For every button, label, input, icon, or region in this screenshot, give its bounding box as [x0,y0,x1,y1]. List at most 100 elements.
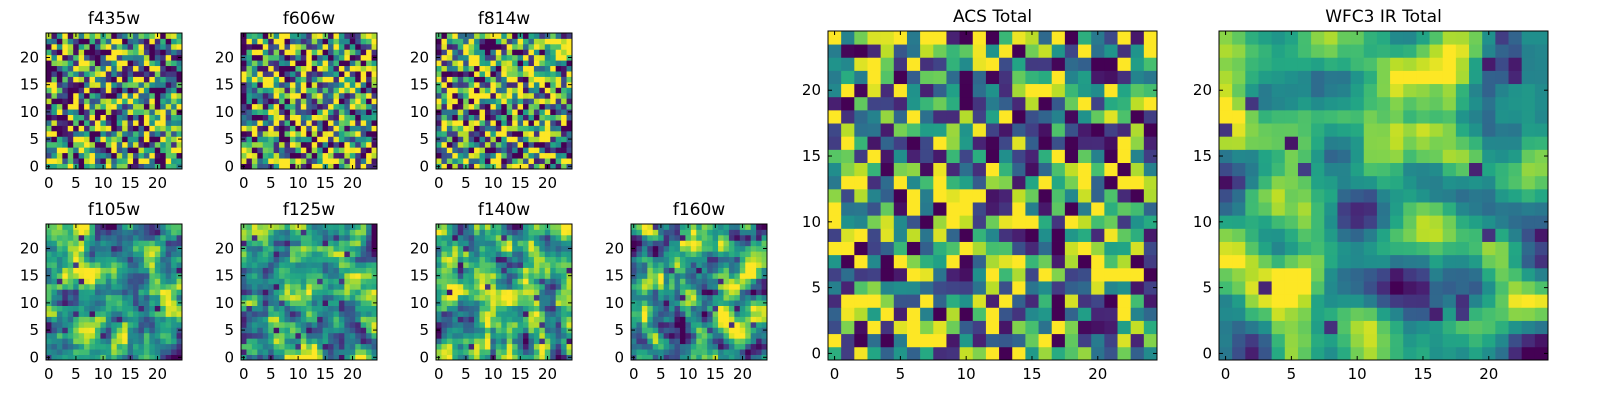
heatmap-cell [718,338,724,345]
heatmap-cell [51,33,58,39]
heatmap-cell [484,60,491,67]
heatmap-cell [67,65,74,72]
heatmap-cell [273,354,280,361]
heatmap-cell [561,147,567,154]
heatmap-cell [257,240,264,247]
heatmap-cell [171,141,177,148]
heatmap-cell [517,283,524,290]
heatmap-cell [360,49,367,56]
heatmap-cell [501,109,508,115]
heatmap-cell [718,321,724,328]
heatmap-cell [479,120,486,126]
heatmap-cell [127,136,134,143]
heatmap-cell [306,147,313,154]
heatmap-cell [306,332,313,339]
heatmap-cell [972,228,987,242]
heatmap-cell [127,300,134,306]
heatmap-cell [555,81,562,88]
heatmap-cell [707,278,713,285]
heatmap-cell [322,294,329,301]
heatmap-cell [300,311,307,317]
heatmap-cell [154,321,161,328]
heatmap-cell [523,316,529,323]
heatmap-cell [246,289,253,296]
heatmap-cell [468,114,475,121]
heatmap-cell [550,240,557,247]
heatmap-cell [484,120,491,126]
heatmap-cell [484,43,491,50]
heatmap-cell [154,158,161,164]
heatmap-cell [636,343,643,350]
heatmap-cell [517,98,524,105]
heatmap-cell [56,311,63,317]
heatmap-cell [295,54,302,61]
heatmap-cell [1064,215,1079,229]
heatmap-cell [474,338,480,345]
heatmap-cell [468,125,475,132]
y-tick-label: 20 [410,239,429,257]
heatmap-cell [111,141,118,148]
heatmap-cell [73,158,80,164]
heatmap-cell [463,130,470,137]
heatmap-cell [452,354,459,361]
heatmap-cell [46,332,52,339]
heatmap-cell [279,343,285,350]
heatmap-cell [89,305,96,312]
heatmap-cell [311,234,318,241]
heatmap-cell [544,332,551,339]
heatmap-cell [663,272,670,279]
heatmap-cell [333,240,340,247]
heatmap-cell [366,316,372,323]
heatmap-cell [566,224,573,230]
heatmap-cell [67,49,74,56]
heatmap-cell [490,245,497,252]
heatmap-cell [257,98,264,105]
heatmap-cell [718,256,724,263]
heatmap-cell [251,327,258,334]
heatmap-cell [56,87,63,94]
heatmap-cell [756,305,762,312]
heatmap-cell [154,229,161,236]
heatmap-cell [479,60,486,67]
heatmap-cell [728,294,735,301]
heatmap-cell [160,87,167,94]
heatmap-cell [841,228,855,242]
heatmap-cell [723,311,730,317]
heatmap-cell [506,332,513,339]
heatmap-cell [495,65,502,72]
heatmap-cell [251,54,258,61]
heatmap-cell [149,87,156,94]
heatmap-cell [328,81,334,88]
heatmap-cell [972,202,987,216]
heatmap-cell [62,125,69,132]
heatmap-cell [371,224,378,230]
heatmap-cell [761,316,768,323]
heatmap-cell [723,321,730,328]
heatmap-cell [251,354,258,361]
heatmap-cell [479,289,486,296]
heatmap-cell [333,229,340,236]
heatmap-cell [176,251,183,258]
heatmap-cell [251,81,258,88]
heatmap-cell [262,120,269,126]
heatmap-cell [490,147,497,154]
heatmap-cell [171,316,177,323]
heatmap-cell [436,71,442,77]
heatmap-cell [133,338,139,345]
heatmap-cell [246,60,253,67]
heatmap-cell [273,92,280,99]
heatmap-cell [1051,162,1066,177]
heatmap-cell [279,224,285,230]
heatmap-cell [652,294,659,301]
heatmap-cell [544,125,551,132]
heatmap-cell [366,278,372,285]
heatmap-cell [523,109,529,115]
heatmap-cell [441,71,448,77]
heatmap-cell [436,305,442,312]
heatmap-cell [474,120,480,126]
heatmap-cell [544,311,551,317]
heatmap-cell [349,147,356,154]
heatmap-cell [300,338,307,345]
heatmap-cell [652,278,659,285]
heatmap-cell [138,87,145,94]
